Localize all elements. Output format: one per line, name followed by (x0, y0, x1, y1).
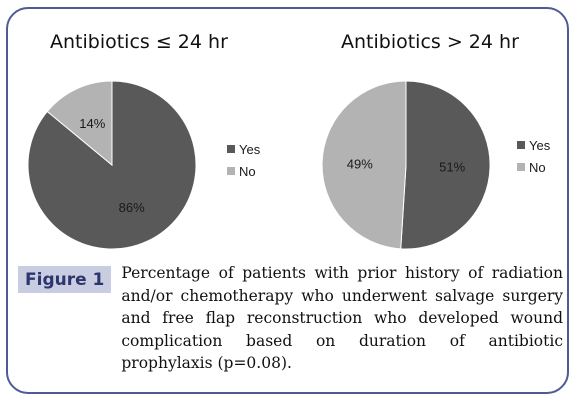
pie-1-legend-swatch-yes (227, 145, 235, 153)
pie-1-legend-label-yes: Yes (239, 142, 261, 157)
pie-1-label-no: 14% (79, 116, 105, 131)
caption-row: Figure 1 Percentage of patients with pri… (18, 262, 563, 375)
pie-1-legend-label-no: No (239, 164, 256, 179)
chart-title-left: Antibiotics ≤ 24 hr (50, 31, 228, 53)
pie-2-legend-label-no: No (529, 160, 546, 175)
pie-2-legend-swatch-yes (517, 141, 525, 149)
chart-title-right: Antibiotics > 24 hr (341, 31, 519, 53)
pie-2-slice-yes (400, 80, 491, 250)
figure-label: Figure 1 (18, 266, 112, 293)
figure-caption: Percentage of patients with prior histor… (121, 264, 563, 372)
pie-2-label-no: 49% (347, 157, 373, 172)
pie-2-legend-swatch-no (517, 163, 525, 171)
pie-1-slice-no (46, 80, 113, 167)
pie-2-slice-no (321, 80, 407, 250)
pie-2-legend-label-yes: Yes (529, 138, 551, 153)
pie-2-label-yes: 51% (439, 160, 465, 175)
pie-1-label-yes: 86% (119, 200, 145, 215)
pie-1-legend-swatch-no (227, 167, 235, 175)
pie-charts: 86% 14% Yes No 51% 49% Yes No (27, 80, 551, 250)
